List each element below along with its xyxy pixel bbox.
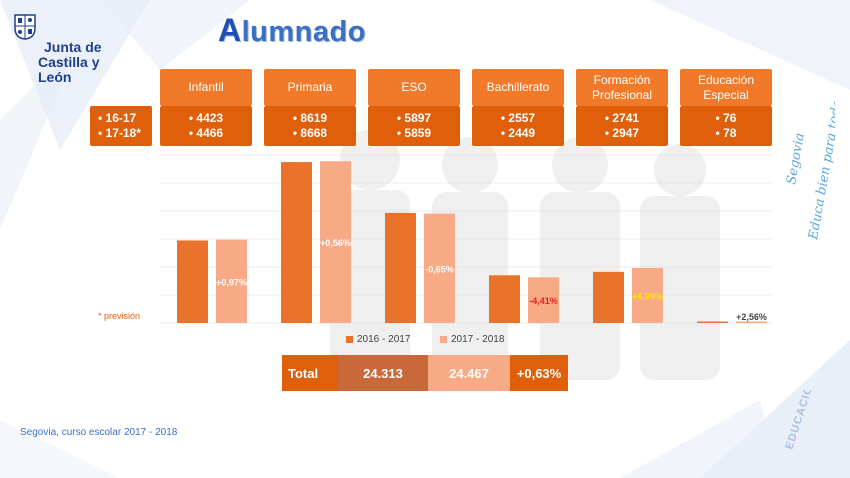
value-1617: • 2741: [604, 111, 640, 125]
bar-1617-1: [281, 162, 312, 323]
footer-text: Segovia, curso escolar 2017 - 2018: [20, 427, 178, 438]
year-label: • 16-17: [98, 111, 137, 125]
header-label: Primaria: [287, 80, 333, 94]
education-stamp: EDUCACIÓN: [782, 390, 818, 451]
total-label: Total: [282, 355, 338, 391]
slogan: Segovia Educa bien para todos: [784, 92, 835, 242]
coat-of-arms-icon: [14, 14, 36, 40]
value-1617: • 2557: [500, 111, 536, 125]
bar-1718-0: [216, 239, 247, 323]
value-1617: • 4423: [188, 111, 224, 125]
slogan-line2: Educa bien para todos: [806, 92, 835, 242]
bar-1718-3: [528, 277, 559, 323]
legend-swatch: [440, 336, 447, 343]
value-1718: • 5859: [396, 126, 432, 140]
year-label: • 17-18*: [98, 126, 141, 140]
header-eso: ESO: [368, 69, 460, 106]
header-primaria: Primaria: [264, 69, 356, 106]
header-label: Infantil: [188, 80, 224, 94]
data-label-0: +0,97%: [216, 277, 247, 287]
data-label-5: +2,56%: [736, 312, 767, 322]
value-box-eso: • 5897 • 5859: [368, 106, 460, 146]
legend-label: 2017 - 2018: [451, 334, 505, 345]
stamp-text: EDUCACIÓN: [782, 390, 818, 451]
value-1718: • 4466: [188, 126, 224, 140]
data-label-4: +6,99%: [632, 291, 663, 301]
value-box-bachillerato: • 2557 • 2449: [472, 106, 564, 146]
header-educacion-especial: Educación Especial: [680, 69, 772, 106]
value-1718: • 2449: [500, 126, 536, 140]
legend-item-1617: 2016 - 2017: [346, 334, 410, 345]
total-1718: 24.467: [428, 355, 510, 391]
value-box-formacion-profesional: • 2741 • 2947: [576, 106, 668, 146]
header-infantil: Infantil: [160, 69, 252, 106]
value-1617: • 76: [715, 111, 737, 125]
bar-1718-1: [320, 161, 351, 323]
value-1718: • 8668: [292, 126, 328, 140]
bar-1617-4: [593, 271, 624, 323]
years-box: • 16-17 • 17-18*: [90, 106, 152, 146]
value-1718: • 2947: [604, 126, 640, 140]
value-1617: • 8619: [292, 111, 328, 125]
forecast-note: * previsión: [98, 311, 141, 321]
header-label: Bachillerato: [486, 80, 550, 94]
bar-1617-3: [489, 275, 520, 323]
logo-line2: Castilla y León: [38, 54, 100, 85]
value-box-infantil: • 4423 • 4466: [160, 106, 252, 146]
total-row: Total 24.313 24.467 +0,63%: [282, 355, 568, 391]
total-change: +0,63%: [510, 355, 568, 391]
header-label: Profesional: [591, 87, 653, 102]
legend-swatch: [346, 336, 353, 343]
data-label-1: +0,56%: [320, 238, 351, 248]
bar-1617-2: [385, 212, 416, 323]
bar-1718-4: [632, 267, 663, 323]
header-label: ESO: [401, 80, 427, 94]
header-label: Formación: [593, 72, 651, 87]
bar-1617-5: [697, 321, 728, 323]
header-label: Especial: [703, 87, 749, 102]
bar-1718-2: [424, 213, 455, 323]
logo-line1: Junta de: [44, 39, 102, 55]
page-title: Alumnado: [218, 12, 366, 49]
header-label: Educación: [697, 72, 755, 87]
header-bachillerato: Bachillerato: [472, 69, 564, 106]
value-box-primaria: • 8619 • 8668: [264, 106, 356, 146]
legend-item-1718: 2017 - 2018: [440, 334, 504, 345]
header-formacion-profesional: Formación Profesional: [576, 69, 668, 106]
data-label-2: -0,65%: [425, 264, 454, 274]
slogan-line1: Segovia: [784, 132, 808, 186]
legend-label: 2016 - 2017: [357, 334, 411, 345]
value-box-educacion-especial: • 76 • 78: [680, 106, 772, 146]
title-rest: lumnado: [241, 16, 366, 48]
value-1617: • 5897: [396, 111, 432, 125]
junta-logo: Junta de Castilla y León: [10, 14, 110, 85]
title-first-letter: A: [218, 12, 242, 48]
value-1718: • 78: [715, 126, 737, 140]
total-1617: 24.313: [338, 355, 428, 391]
data-label-3: -4,41%: [529, 296, 558, 306]
bar-1617-0: [177, 240, 208, 323]
bar-1718-5: [736, 321, 767, 323]
